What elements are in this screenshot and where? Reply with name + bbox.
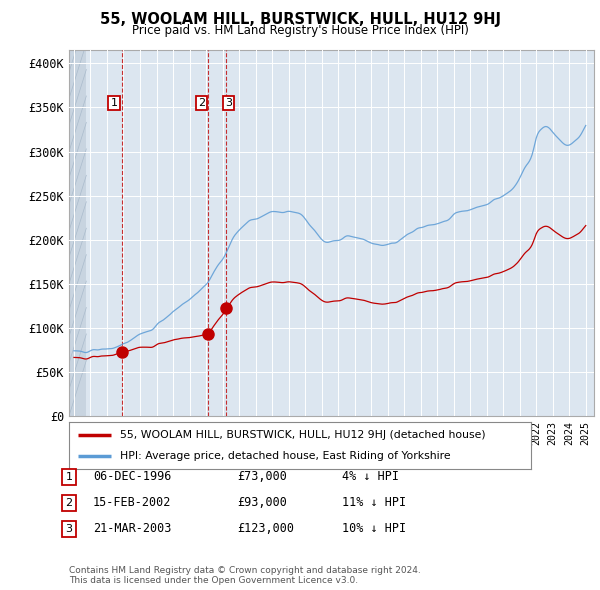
Text: 4% ↓ HPI: 4% ↓ HPI xyxy=(342,470,399,483)
Bar xyxy=(69,50,86,416)
Text: 3: 3 xyxy=(225,98,232,108)
Text: 55, WOOLAM HILL, BURSTWICK, HULL, HU12 9HJ (detached house): 55, WOOLAM HILL, BURSTWICK, HULL, HU12 9… xyxy=(120,430,485,440)
Text: 1: 1 xyxy=(65,472,73,481)
Text: 2: 2 xyxy=(198,98,205,108)
Text: Contains HM Land Registry data © Crown copyright and database right 2024.
This d: Contains HM Land Registry data © Crown c… xyxy=(69,566,421,585)
Text: 11% ↓ HPI: 11% ↓ HPI xyxy=(342,496,406,509)
Text: HPI: Average price, detached house, East Riding of Yorkshire: HPI: Average price, detached house, East… xyxy=(120,451,451,461)
Text: 06-DEC-1996: 06-DEC-1996 xyxy=(93,470,172,483)
Text: 3: 3 xyxy=(65,524,73,533)
Text: £123,000: £123,000 xyxy=(237,522,294,535)
Text: 21-MAR-2003: 21-MAR-2003 xyxy=(93,522,172,535)
Text: £93,000: £93,000 xyxy=(237,496,287,509)
Text: 55, WOOLAM HILL, BURSTWICK, HULL, HU12 9HJ: 55, WOOLAM HILL, BURSTWICK, HULL, HU12 9… xyxy=(100,12,500,27)
Text: 2: 2 xyxy=(65,498,73,507)
Text: 1: 1 xyxy=(110,98,118,108)
Text: 15-FEB-2002: 15-FEB-2002 xyxy=(93,496,172,509)
Text: £73,000: £73,000 xyxy=(237,470,287,483)
Text: Price paid vs. HM Land Registry's House Price Index (HPI): Price paid vs. HM Land Registry's House … xyxy=(131,24,469,37)
Text: 10% ↓ HPI: 10% ↓ HPI xyxy=(342,522,406,535)
